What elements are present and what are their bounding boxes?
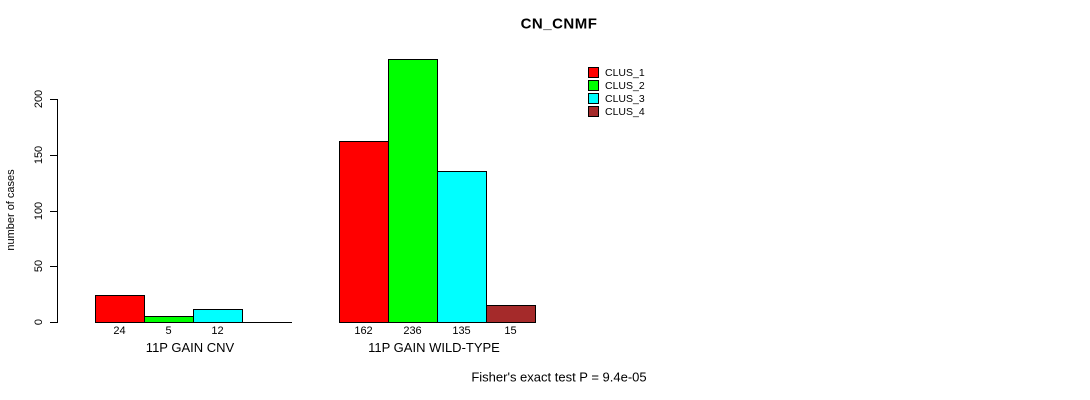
x-baseline-11p-gain-wild-type [339, 322, 536, 323]
y-tick-label-100: 100 [33, 201, 45, 221]
legend-swatch-clus-4 [588, 106, 599, 117]
legend: CLUS_1 CLUS_2 CLUS_3 CLUS_4 [588, 66, 645, 118]
bar-clus-1-11p-gain-wild-type [339, 141, 389, 323]
bar-clus-2-11p-gain-wild-type [388, 59, 438, 323]
bar-value-label-clus-1-11p-gain-cnv: 24 [113, 325, 126, 337]
legend-item-clus-2: CLUS_2 [588, 79, 645, 92]
bar-value-label-clus-3-11p-gain-cnv: 12 [211, 325, 224, 337]
y-tick-mark-50 [50, 266, 57, 267]
y-tick-label-200: 200 [33, 89, 45, 109]
chart-title: CN_CNMF [520, 15, 598, 33]
y-axis-line [57, 99, 58, 323]
bar-value-label-clus-3-11p-gain-wild-type: 135 [452, 325, 471, 337]
y-tick-mark-0 [50, 322, 57, 323]
annotation-text: Fisher's exact test P = 9.4e-05 [471, 369, 647, 385]
legend-label-clus-3: CLUS_3 [605, 92, 645, 105]
bar-clus-3-11p-gain-wild-type [437, 171, 487, 323]
legend-label-clus-2: CLUS_2 [605, 79, 645, 92]
y-tick-label-150: 150 [33, 145, 45, 165]
y-tick-mark-200 [50, 99, 57, 100]
legend-label-clus-1: CLUS_1 [605, 66, 645, 79]
group-label-11p-gain-wild-type: 11P GAIN WILD-TYPE [368, 340, 500, 355]
y-axis-label: number of cases [5, 169, 17, 251]
bar-clus-3-11p-gain-cnv [193, 309, 243, 323]
bar-value-label-clus-2-11p-gain-cnv: 5 [165, 325, 172, 337]
legend-swatch-clus-1 [588, 67, 599, 78]
legend-item-clus-4: CLUS_4 [588, 105, 645, 118]
legend-item-clus-1: CLUS_1 [588, 66, 645, 79]
bar-clus-4-11p-gain-wild-type [486, 305, 536, 323]
legend-swatch-clus-3 [588, 93, 599, 104]
legend-label-clus-4: CLUS_4 [605, 105, 645, 118]
group-label-11p-gain-cnv: 11P GAIN CNV [145, 340, 235, 355]
y-tick-label-0: 0 [33, 318, 45, 326]
y-tick-label-50: 50 [33, 259, 45, 273]
legend-item-clus-3: CLUS_3 [588, 92, 645, 105]
x-baseline-11p-gain-cnv [95, 322, 292, 323]
bar-value-label-clus-1-11p-gain-wild-type: 162 [354, 325, 373, 337]
bar-value-label-clus-2-11p-gain-wild-type: 236 [403, 325, 422, 337]
bar-value-label-clus-4-11p-gain-wild-type: 15 [504, 325, 517, 337]
bar-clus-1-11p-gain-cnv [95, 295, 145, 323]
y-tick-mark-150 [50, 155, 57, 156]
y-tick-mark-100 [50, 211, 57, 212]
legend-swatch-clus-2 [588, 80, 599, 91]
